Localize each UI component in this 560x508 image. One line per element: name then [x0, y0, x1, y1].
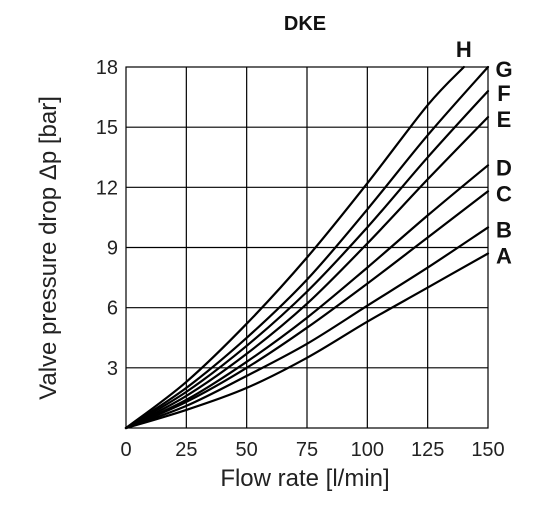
series-label-a: A	[496, 244, 512, 269]
curve-g	[124, 65, 490, 430]
x-tick-label: 125	[411, 439, 444, 461]
curve-e	[124, 116, 490, 430]
curve-f	[124, 90, 490, 430]
grid	[126, 67, 488, 428]
x-tick-label: 150	[471, 439, 504, 461]
x-tick-label: 0	[120, 439, 131, 461]
curves	[124, 65, 490, 430]
y-tick-label: 6	[107, 298, 118, 320]
x-axis-label: Flow rate [l/min]	[220, 465, 389, 492]
series-label-h: H	[456, 37, 472, 62]
series-label-c: C	[496, 181, 512, 206]
y-tick-label: 12	[96, 177, 118, 199]
series-label-e: E	[497, 107, 512, 132]
x-tick-label: 25	[175, 439, 197, 461]
plot-frame	[125, 66, 489, 429]
curve-h	[124, 65, 465, 430]
y-tick-label: 9	[107, 238, 118, 260]
x-tick-label: 75	[296, 439, 318, 461]
curve-d	[124, 164, 490, 430]
x-tick-labels: 0 25 50 75 100 125 150	[120, 439, 504, 461]
chart-title: DKE	[284, 13, 326, 35]
y-tick-label: 18	[96, 57, 118, 79]
series-label-b: B	[496, 217, 512, 242]
curve-c	[124, 190, 490, 430]
x-tick-label: 50	[236, 439, 258, 461]
y-tick-labels: 3 6 9 12 15 18	[96, 57, 118, 380]
series-label-f: F	[497, 81, 510, 106]
x-tick-label: 100	[351, 439, 384, 461]
series-label-g: G	[495, 57, 512, 82]
y-axis-label: Valve pressure drop Δp [bar]	[35, 96, 62, 400]
y-tick-label: 3	[107, 358, 118, 380]
curve-b	[124, 226, 490, 430]
series-label-d: D	[496, 155, 512, 180]
curve-a	[124, 252, 490, 430]
y-tick-label: 15	[96, 117, 118, 139]
